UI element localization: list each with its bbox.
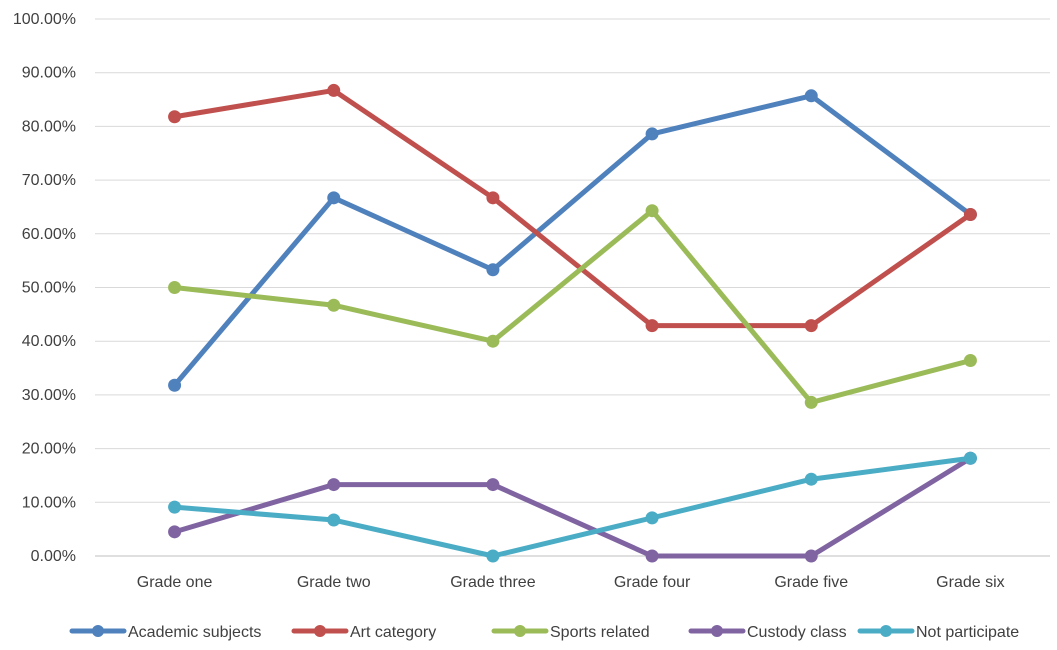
data-point — [804, 472, 818, 486]
data-point — [327, 298, 341, 312]
data-point — [168, 500, 182, 514]
series-4 — [168, 451, 977, 563]
legend-swatch-marker — [880, 625, 892, 637]
x-tick-label: Grade one — [137, 574, 213, 591]
legend-item: Art category — [291, 624, 436, 641]
series-line — [172, 208, 973, 405]
data-point — [327, 83, 341, 97]
legend-swatch-marker — [92, 625, 104, 637]
series-line — [172, 93, 973, 388]
data-point — [327, 191, 341, 205]
y-tick-label: 40.00% — [22, 333, 76, 350]
data-point — [645, 511, 659, 525]
legend-swatch-marker — [314, 625, 326, 637]
data-point — [486, 549, 500, 563]
data-point — [486, 263, 500, 277]
y-tick-label: 100.00% — [13, 11, 76, 28]
data-point — [645, 204, 659, 218]
legend-label: Sports related — [550, 624, 650, 641]
legend-swatch-marker — [711, 625, 723, 637]
data-point — [804, 395, 818, 409]
y-tick-label: 10.00% — [22, 494, 76, 511]
y-tick-label: 30.00% — [22, 387, 76, 404]
series-line — [172, 455, 973, 559]
data-point — [486, 334, 500, 348]
data-point — [168, 525, 182, 539]
x-tick-label: Grade two — [297, 574, 371, 591]
data-point — [327, 513, 341, 527]
legend-label: Art category — [350, 624, 436, 641]
data-point — [963, 451, 977, 465]
series-3 — [168, 451, 977, 563]
y-tick-label: 50.00% — [22, 280, 76, 297]
data-point — [963, 354, 977, 368]
legend-label: Academic subjects — [128, 624, 261, 641]
data-point — [804, 319, 818, 333]
data-point — [645, 127, 659, 141]
legend-item: Not participate — [857, 624, 1019, 641]
data-point — [168, 281, 182, 294]
y-tick-label: 90.00% — [22, 65, 76, 82]
data-point — [486, 478, 500, 492]
series-2 — [168, 204, 977, 409]
y-tick-label: 60.00% — [22, 226, 76, 243]
legend-label: Custody class — [747, 624, 847, 641]
y-tick-label: 80.00% — [22, 118, 76, 135]
x-tick-label: Grade three — [450, 574, 535, 591]
legend-item: Academic subjects — [69, 624, 261, 641]
legend-swatch-marker — [514, 625, 526, 637]
series-0 — [168, 89, 977, 392]
x-tick-label: Grade six — [936, 574, 1004, 591]
data-point — [804, 549, 818, 563]
y-tick-label: 20.00% — [22, 441, 76, 458]
legend-item: Custody class — [688, 624, 847, 641]
y-axis: 0.00% 10.00% 20.00% 30.00% 40.00% 50.00% 60.00… — [13, 11, 76, 565]
gridlines — [95, 18, 1050, 557]
data-point — [645, 319, 659, 333]
data-point — [963, 207, 977, 221]
series-line — [172, 455, 973, 559]
data-point — [645, 549, 659, 563]
y-tick-label: 70.00% — [22, 172, 76, 189]
data-point — [168, 378, 182, 392]
legend-item: Sports related — [491, 624, 650, 641]
legend: Academic subjects Art category Sports rela… — [69, 624, 1019, 641]
data-point — [168, 110, 182, 124]
x-tick-label: Grade five — [774, 574, 848, 591]
y-tick-label: 0.00% — [31, 548, 76, 565]
legend-label: Not participate — [916, 624, 1019, 641]
data-point — [486, 191, 500, 205]
series-lines — [168, 83, 977, 563]
data-point — [804, 89, 818, 103]
x-tick-label: Grade four — [614, 574, 691, 591]
series-1 — [168, 83, 977, 333]
data-point — [327, 478, 341, 492]
x-axis: Grade one Grade two Grade three Grade four G… — [137, 574, 1005, 591]
series-line — [172, 87, 973, 329]
